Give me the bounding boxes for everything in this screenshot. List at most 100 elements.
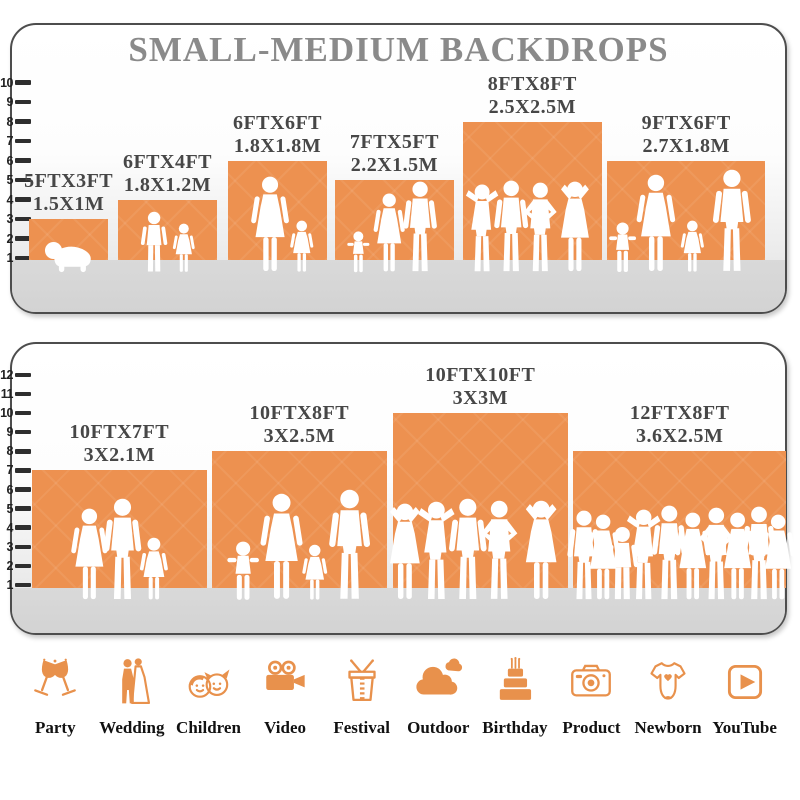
- tick-dash: [15, 544, 31, 550]
- tick-dash: [15, 197, 31, 202]
- category-youtube: YouTube: [706, 657, 783, 767]
- backdrop-size-m: 1.8X1.8M: [233, 134, 322, 157]
- tick-dash: [15, 487, 31, 492]
- tick-label: 11: [0, 387, 14, 401]
- ruler-tick: 8: [0, 444, 31, 458]
- page-title: SMALL-MEDIUM BACKDROPS: [128, 30, 669, 69]
- backdrop-size-label: 10FTX7FT 3X2.1M: [9, 421, 229, 467]
- tick-label: 12: [0, 367, 13, 382]
- tick-dash: [15, 80, 31, 85]
- backdrop-size-label: 10FTX10FT 3X3M: [370, 364, 590, 410]
- category-video: Video: [247, 657, 324, 767]
- party-icon: [34, 658, 77, 696]
- tick-dash: [15, 372, 31, 378]
- children-icon: [189, 669, 230, 698]
- backdrop-size-ft: 7FTX5FT: [349, 131, 439, 153]
- ruler-tick: 11: [0, 387, 31, 401]
- tick-dash: [15, 506, 31, 511]
- backdrop-size-m: 1.5X1M: [32, 193, 105, 215]
- tick-label: 2: [6, 558, 14, 573]
- birthday-icon: [499, 657, 531, 700]
- backdrop-size-ft: 10FTX8FT: [249, 402, 350, 425]
- category-wedding: Wedding: [94, 657, 171, 767]
- backdrop-rect: [118, 199, 217, 260]
- youtube-icon: [727, 664, 762, 700]
- backdrop: 10FTX7FT 3X2.1M: [32, 421, 207, 600]
- tick-dash: [15, 468, 31, 473]
- tick-label: 4: [6, 520, 14, 535]
- tick-label: 1: [6, 251, 14, 265]
- backdrop: 12FTX8FT 3.6X2.5M: [566, 402, 796, 600]
- tick-label: 5: [6, 501, 14, 516]
- ruler-tick: 7: [0, 134, 31, 148]
- backdrop-size-ft: 10FTX10FT: [425, 364, 536, 387]
- ruler-tick: 2: [0, 232, 31, 246]
- backdrop-size-m: 3X3M: [452, 387, 508, 410]
- backdrop: 10FTX10FT 3X3M: [390, 364, 568, 600]
- video-icon: [266, 660, 305, 691]
- category-label: Party: [35, 718, 76, 737]
- category-label: YouTube: [712, 718, 777, 737]
- tick-dash: [15, 119, 31, 124]
- ruler-tick: 7: [0, 463, 31, 477]
- ruler-tick: 9: [0, 95, 31, 109]
- festival-icon: [348, 659, 376, 702]
- backdrop-size-m: 2.2X1.5M: [350, 154, 439, 176]
- tick-dash: [15, 216, 31, 222]
- tick-dash: [15, 158, 31, 163]
- tick-label: 6: [6, 482, 14, 497]
- people-silhouettes: [609, 169, 752, 273]
- tick-label: 5: [6, 173, 14, 187]
- ruler-tick: 1: [0, 251, 31, 265]
- people-silhouettes: [566, 505, 796, 600]
- category-newborn: Newborn: [630, 657, 707, 767]
- backdrop: 6FTX4FT 1.8X1.2M: [118, 151, 217, 272]
- backdrop-size-label: 5FTX3FT 1.5X1M: [0, 170, 179, 216]
- backdrop: 8FTX8FT 2.5X2.5M: [463, 73, 602, 272]
- backdrop: 9FTX6FT 2.7X1.8M: [607, 112, 766, 273]
- category-birthday: Birthday: [477, 657, 554, 767]
- panel-large: 1 2 3 4 5 6 7 8 9 10: [0, 342, 796, 635]
- tick-dash: [15, 582, 31, 588]
- tick-label: 8: [6, 444, 14, 459]
- tick-label: 3: [6, 212, 14, 226]
- backdrop-size-ft: 12FTX8FT: [629, 402, 730, 425]
- product-icon: [571, 664, 612, 697]
- backdrop-size-label: 6FTX4FT 1.8X1.2M: [58, 151, 278, 197]
- ruler-tick: 8: [0, 115, 31, 129]
- tick-label: 9: [6, 95, 14, 109]
- backdrop: 6FTX6FT 1.8X1.8M: [228, 112, 327, 272]
- ruler-tick: 4: [0, 521, 31, 535]
- backdrop-size-label: 7FTX5FT 2.2X1.5M: [284, 131, 504, 177]
- backdrop-size-m: 2.7X1.8M: [642, 134, 730, 157]
- tick-label: 7: [6, 463, 14, 478]
- backdrop-size-m: 3X2.1M: [83, 444, 155, 467]
- newborn-icon: [650, 662, 686, 700]
- tick-label: 2: [6, 231, 14, 246]
- tick-label: 8: [6, 114, 14, 129]
- backdrop-size-label: 6FTX6FT 1.8X1.8M: [168, 112, 388, 158]
- category-festival: Festival: [323, 657, 400, 767]
- tick-dash: [15, 429, 31, 435]
- backdrop-size-ft: 6FTX6FT: [232, 111, 323, 134]
- backdrop-size-ft: 10FTX7FT: [69, 421, 170, 444]
- ruler-tick: 5: [0, 173, 31, 187]
- category-children: Children: [170, 657, 247, 767]
- ruler-tick: 10: [0, 406, 31, 420]
- backdrop-size-m: 3X2.5M: [263, 425, 335, 448]
- tick-label: 3: [6, 539, 14, 554]
- tick-label: 7: [6, 134, 14, 148]
- tick-dash: [15, 563, 31, 569]
- backdrop: 10FTX8FT 3X2.5M: [212, 402, 387, 600]
- tick-label: 1: [6, 578, 14, 592]
- ruler-tick: 1: [0, 578, 31, 592]
- backdrop-size-ft: 8FTX8FT: [487, 72, 577, 95]
- backdrop-size-label: 12FTX8FT 3.6X2.5M: [570, 402, 790, 448]
- category-label: Children: [176, 718, 241, 737]
- tick-label: 10: [0, 75, 13, 90]
- category-label: Product: [562, 718, 621, 737]
- tick-dash: [15, 236, 31, 241]
- backdrop-size-m: 1.8X1.2M: [123, 173, 212, 196]
- backdrop-size-ft: 5FTX3FT: [24, 170, 114, 192]
- category-label: Festival: [333, 718, 390, 737]
